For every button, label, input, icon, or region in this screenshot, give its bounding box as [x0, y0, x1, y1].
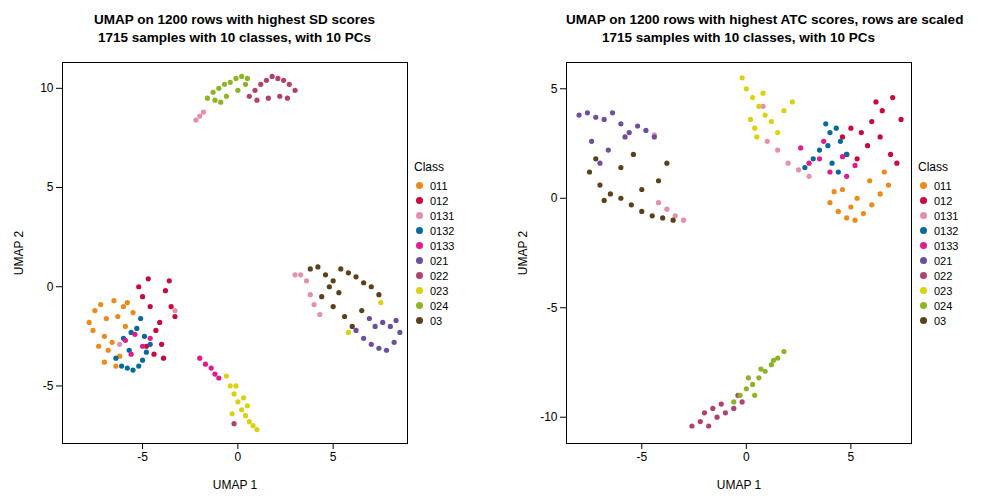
- html-text:UMAP on 1200 rows with highest: UMAP on 1200 rows with highest SD scores: [94, 12, 375, 27]
- svg-text:0: 0: [235, 450, 242, 464]
- svg-text:UMAP 1: UMAP 1: [213, 478, 258, 492]
- html-text:0132: 0132: [430, 224, 455, 237]
- svg-text:5: 5: [47, 180, 54, 194]
- svg-text:-5: -5: [636, 450, 647, 464]
- html-text:UMAP on 1200 rows with highest: UMAP on 1200 rows with highest ATC score…: [566, 12, 964, 27]
- svg-text:-5: -5: [43, 379, 54, 393]
- svg-text:UMAP 1: UMAP 1: [717, 478, 762, 492]
- html-text:03: 03: [430, 314, 443, 327]
- html-text:021: 021: [430, 254, 449, 267]
- html-text:03: 03: [934, 314, 947, 327]
- html-text:024: 024: [934, 299, 953, 312]
- html-text:012: 012: [934, 194, 953, 207]
- svg-text:0: 0: [47, 280, 54, 294]
- svg-text:5: 5: [551, 82, 558, 96]
- html-text:023: 023: [934, 284, 953, 297]
- html-text:0131: 0131: [430, 209, 455, 222]
- svg-text:-5: -5: [547, 301, 558, 315]
- html-text:Class: Class: [918, 160, 948, 174]
- html-text:011: 011: [934, 179, 952, 192]
- html-text:011: 011: [430, 179, 448, 192]
- svg-text:UMAP 2: UMAP 2: [516, 230, 530, 275]
- html-text:022: 022: [430, 269, 449, 282]
- html-text:1715 samples with 10 classes,: 1715 samples with 10 classes, with 10 PC…: [601, 30, 876, 45]
- svg-text:10: 10: [40, 81, 54, 95]
- html-text:Class: Class: [414, 160, 444, 174]
- html-text:022: 022: [934, 269, 953, 282]
- html-text:012: 012: [430, 194, 449, 207]
- svg-text:-10: -10: [540, 410, 558, 424]
- svg-text:0: 0: [743, 450, 750, 464]
- svg-text:5: 5: [848, 450, 855, 464]
- svg-text:-5: -5: [137, 450, 148, 464]
- html-text:021: 021: [934, 254, 953, 267]
- svg-text:UMAP 2: UMAP 2: [12, 230, 26, 275]
- html-text:0131: 0131: [934, 209, 959, 222]
- html-text:024: 024: [430, 299, 449, 312]
- html-text:1715 samples with 10 classes,: 1715 samples with 10 classes, with 10 PC…: [97, 30, 372, 45]
- html-text:0132: 0132: [934, 224, 959, 237]
- html-text:0133: 0133: [934, 239, 959, 252]
- html-text:0133: 0133: [430, 239, 455, 252]
- html-text:023: 023: [430, 284, 449, 297]
- svg-text:5: 5: [330, 450, 337, 464]
- svg-text:0: 0: [551, 191, 558, 205]
